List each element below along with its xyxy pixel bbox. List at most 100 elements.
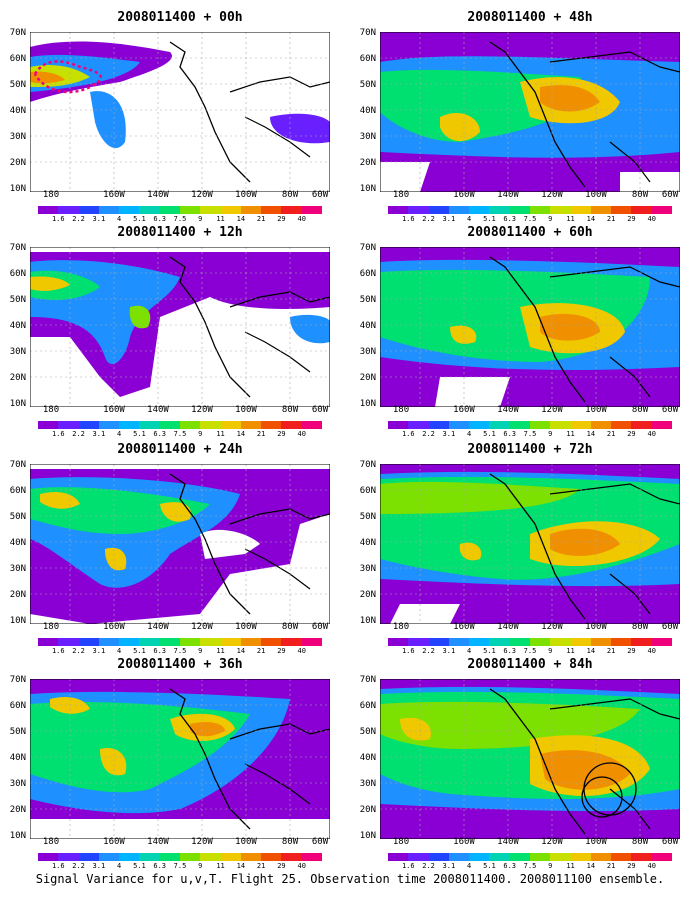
colorbar-label: 21 [606,215,616,223]
colorbar-swatch [179,638,201,646]
x-tick-label: 60W [661,190,679,200]
x-tick-label: 60W [661,622,679,632]
colorbar-label: 3.1 [92,430,106,438]
colorbar-swatch [388,853,409,861]
colorbar-swatch [261,206,282,214]
colorbar-label: 7.5 [173,215,187,223]
x-tick-label: 80W [631,622,649,632]
colorbar-swatch [240,206,262,214]
colorbar-label: 2.2 [72,430,85,438]
colorbar-swatch [139,853,160,861]
panel-title: 2008011400 + 24h [117,442,243,457]
colorbar-label: 40 [647,862,656,870]
x-tick-label: 160W [103,837,125,847]
colorbar-label: 3.1 [442,430,456,438]
colorbar [388,206,672,214]
colorbar-label: 4 [467,647,472,655]
colorbar-swatch [159,638,180,646]
colorbar-label: 40 [297,862,306,870]
y-tick-label: 70N [9,28,26,38]
colorbar [38,638,322,646]
colorbar-label: 29 [277,862,286,870]
y-tick-label: 20N [9,590,26,600]
colorbar-swatch [590,638,612,646]
colorbar-swatch [631,853,652,861]
colorbar-swatch [159,206,180,214]
colorbar-swatch [448,853,470,861]
colorbar-label: 4 [467,430,472,438]
x-tick-label: 120W [541,405,563,415]
x-tick-label: 120W [541,622,563,632]
colorbar-label: 7.5 [173,647,187,655]
colorbar-swatch [58,206,79,214]
colorbar-swatch [78,206,99,214]
colorbar-swatch [469,853,490,861]
panel-title: 2008011400 + 60h [467,225,593,240]
x-tick-label: 80W [281,622,299,632]
colorbar-swatch [611,638,632,646]
colorbar-swatch [388,638,409,646]
colorbar-label: 3.1 [442,215,456,223]
x-tick-label: 100W [235,190,257,200]
y-tick-label: 10N [9,831,26,841]
colorbar-swatch [220,421,241,429]
y-tick-label: 50N [9,727,26,737]
x-tick-label: 160W [103,190,125,200]
y-tick-label: 70N [359,675,376,685]
colorbar [388,853,672,861]
colorbar-label: 40 [297,215,306,223]
colorbar-swatch [428,853,449,861]
colorbar-label: 3.1 [92,215,106,223]
panel-48h: 2008011400 + 48h 70N 60N 50N 40N 30N 20N… [360,10,680,223]
y-tick-label: 40N [9,538,26,548]
x-tick-label: 140W [147,405,169,415]
x-tick-label: 120W [541,837,563,847]
x-tick-label: 180 [42,622,60,632]
x-tick-label: 60W [661,405,679,415]
y-tick-label: 50N [359,727,376,737]
y-tick-label: 20N [359,805,376,815]
colorbar-label: 4 [117,647,122,655]
colorbar-swatch [448,421,470,429]
panel-72h: 2008011400 + 72h 70N 60N 50N 40N 30N 20N… [360,442,680,655]
x-tick-label: 120W [191,622,213,632]
colorbar-swatch [529,638,551,646]
y-tick-label: 70N [359,243,376,253]
colorbar-swatch [301,853,322,861]
colorbar-label: 9 [548,430,553,438]
colorbar-swatch [529,853,551,861]
y-tick-label: 30N [359,347,376,357]
x-tick-label: 160W [453,405,475,415]
colorbar-swatch [388,206,409,214]
colorbar-label: 11 [566,862,575,870]
y-tick-label: 30N [9,347,26,357]
colorbar-label: 1.6 [51,862,65,870]
colorbar-swatch [590,206,612,214]
colorbar-swatch [281,638,302,646]
colorbar-label: 3.1 [442,862,456,870]
colorbar-swatch [489,853,510,861]
colorbar-swatch [590,853,612,861]
colorbar [388,421,672,429]
y-tick-label: 30N [9,132,26,142]
colorbar-label: 29 [627,215,636,223]
colorbar-label: 14 [586,862,596,870]
colorbar-swatch [570,638,591,646]
y-tick-label: 50N [9,512,26,522]
x-tick-label: 140W [147,622,169,632]
y-tick-label: 40N [9,321,26,331]
x-tick-label: 160W [103,622,125,632]
colorbar-label: 29 [277,647,286,655]
x-tick-label: 140W [497,622,519,632]
colorbar-label: 7.5 [523,430,537,438]
colorbar-label: 11 [566,647,575,655]
colorbar-label: 14 [236,862,246,870]
colorbar-swatch [301,206,322,214]
y-tick-label: 70N [9,460,26,470]
colorbar-label: 29 [627,862,636,870]
colorbar-swatch [550,421,571,429]
panel-title: 2008011400 + 36h [117,657,243,672]
colorbar-label: 40 [647,215,656,223]
colorbar-swatch [489,206,510,214]
colorbar-swatch [261,421,282,429]
